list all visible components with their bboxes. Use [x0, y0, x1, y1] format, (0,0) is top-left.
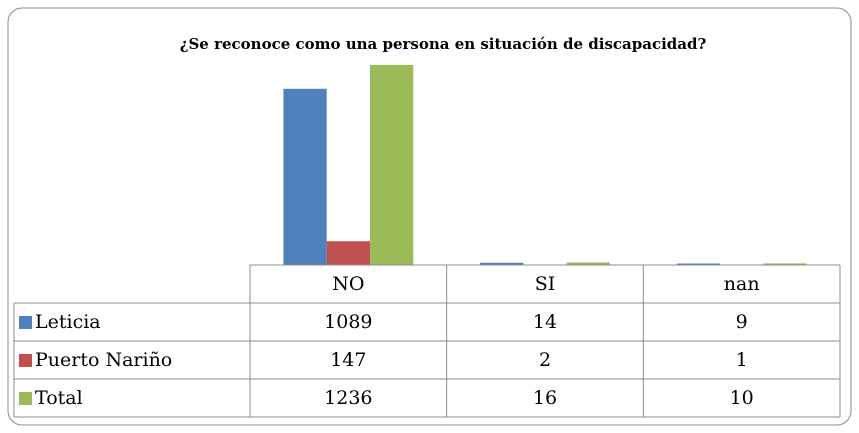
legend-label: Puerto Nariño — [35, 349, 172, 371]
legend-label: Total — [35, 387, 83, 409]
bar — [566, 262, 610, 265]
legend-label: Leticia — [35, 311, 101, 333]
table-value: 147 — [330, 349, 366, 371]
bar — [283, 88, 327, 265]
bar — [676, 263, 721, 265]
chart-border — [7, 7, 852, 426]
table-value: 1 — [736, 349, 748, 371]
legend-key — [19, 316, 32, 329]
bar — [326, 241, 370, 265]
bar — [369, 65, 414, 265]
chart-title: ¿Se reconoce como una persona en situaci… — [180, 35, 707, 53]
table-value: 14 — [533, 311, 557, 333]
table-value: 16 — [533, 387, 557, 409]
bar — [480, 262, 524, 265]
category-label: nan — [724, 273, 760, 295]
table-value: 10 — [730, 387, 754, 409]
category-label: SI — [535, 273, 556, 295]
category-label: NO — [332, 273, 364, 295]
legend-key — [19, 392, 32, 405]
legend-key — [19, 354, 32, 367]
table-value: 2 — [539, 349, 551, 371]
table-value: 1236 — [324, 387, 372, 409]
table-value: 1089 — [324, 311, 372, 333]
bar — [763, 263, 807, 265]
table-value: 9 — [736, 311, 748, 333]
